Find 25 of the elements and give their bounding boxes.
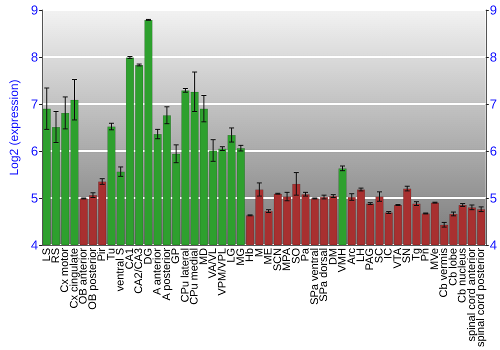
x-tick-label: RS — [50, 248, 62, 264]
y2-tick-label: 8 — [490, 49, 498, 64]
y-tick-label: 5 — [30, 190, 38, 206]
y2-tick-label: 5 — [490, 190, 498, 206]
x-tick-label: IC — [382, 248, 395, 259]
x-tick-label: spinal cord posterior — [475, 248, 488, 348]
x-tick-label: SC — [373, 248, 386, 264]
y-tick-label: 6 — [30, 143, 38, 158]
y-tick-label: 8 — [30, 49, 38, 64]
x-tick-label: SCN — [272, 248, 284, 272]
y-tick-label: 9 — [30, 2, 38, 18]
x-tick-label: Pa — [300, 247, 312, 262]
x-tick-label: SO — [290, 248, 302, 264]
x-tick-label: CPu medial — [188, 248, 201, 305]
y2-tick-label: 6 — [490, 143, 498, 158]
y-tick-label: 7 — [30, 96, 38, 112]
x-tick-label: Pir — [96, 248, 108, 262]
x-tick-label: Cb lobe — [447, 248, 460, 286]
y-tick-label: 4 — [30, 237, 38, 252]
y2-tick-label: 7 — [490, 96, 498, 112]
y2-tick-label: 9 — [490, 2, 498, 18]
y2-tick-label: 4 — [490, 237, 498, 252]
x-tick-label: GP — [170, 248, 182, 264]
x-tick-label: DG — [142, 248, 154, 264]
y-axis-title: Log2 (expression) — [7, 79, 21, 176]
